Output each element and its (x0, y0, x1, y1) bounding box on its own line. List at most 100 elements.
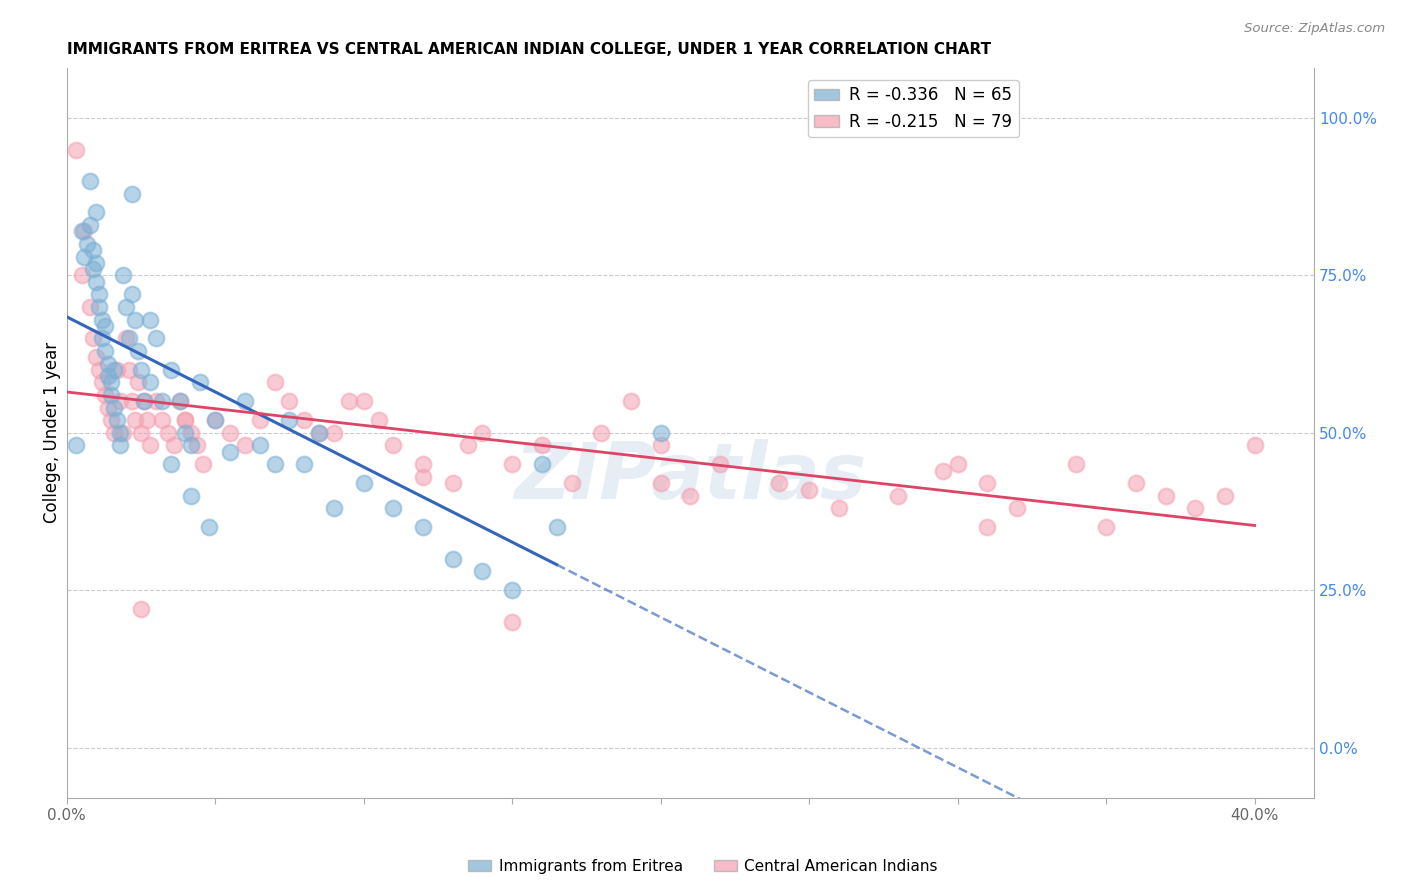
Point (193, 458, 215, 472)
Point (169, 394, 191, 409)
Point (76, 236, 98, 251)
Point (412, 470, 434, 484)
Point (91, 331, 114, 345)
Point (145, 394, 167, 409)
Point (768, 476, 790, 491)
Point (132, 394, 155, 409)
Point (118, 331, 141, 345)
Point (103, 401, 125, 415)
Text: IMMIGRANTS FROM ERITREA VS CENTRAL AMERICAN INDIAN COLLEGE, UNDER 1 YEAR CORRELA: IMMIGRANTS FROM ERITREA VS CENTRAL AMERI… (66, 42, 991, 57)
Point (124, 413, 146, 427)
Point (159, 363, 181, 377)
Point (118, 363, 141, 377)
Point (308, 425, 330, 440)
Point (145, 331, 167, 345)
Point (249, 413, 271, 427)
Point (204, 413, 226, 427)
Point (457, 438, 479, 452)
Point (108, 438, 131, 452)
Point (169, 394, 191, 409)
Point (180, 425, 202, 440)
Point (1154, 489, 1177, 503)
Point (79, 300, 101, 314)
Point (198, 520, 221, 534)
Point (1213, 489, 1236, 503)
Point (382, 501, 405, 516)
Point (129, 425, 152, 440)
Point (180, 489, 202, 503)
Point (150, 394, 173, 409)
Point (323, 425, 346, 440)
Point (946, 458, 969, 472)
Point (308, 425, 330, 440)
Point (70, 268, 93, 283)
Point (100, 376, 122, 390)
Point (278, 413, 301, 427)
Point (976, 520, 998, 534)
Point (82, 262, 104, 277)
Point (501, 615, 523, 629)
Point (353, 476, 375, 491)
Point (73, 224, 96, 238)
Point (1125, 476, 1147, 491)
Point (139, 438, 162, 452)
Point (121, 394, 143, 409)
Point (412, 458, 434, 472)
Point (103, 363, 125, 377)
Point (501, 583, 523, 598)
Point (263, 458, 285, 472)
Point (89, 363, 111, 377)
Point (709, 458, 731, 472)
Point (129, 363, 152, 377)
Point (65, 143, 87, 157)
Point (828, 501, 851, 516)
Point (156, 425, 179, 440)
Point (139, 312, 162, 326)
Point (412, 520, 434, 534)
Point (121, 287, 143, 301)
Point (323, 501, 346, 516)
Point (82, 244, 104, 258)
Point (86, 351, 108, 365)
Point (591, 425, 613, 440)
Point (97, 369, 120, 384)
Point (188, 376, 211, 390)
Point (471, 425, 494, 440)
Legend: Immigrants from Eritrea, Central American Indians: Immigrants from Eritrea, Central America… (463, 853, 943, 880)
Point (108, 394, 131, 409)
Point (100, 388, 122, 402)
Point (249, 438, 271, 452)
Point (887, 489, 910, 503)
Point (97, 357, 120, 371)
Point (219, 425, 242, 440)
Point (115, 331, 138, 345)
Point (159, 458, 181, 472)
Point (174, 413, 197, 427)
Point (108, 425, 131, 440)
Y-axis label: College, Under 1 year: College, Under 1 year (44, 343, 60, 524)
Point (382, 438, 405, 452)
Point (103, 425, 125, 440)
Point (127, 376, 149, 390)
Point (82, 331, 104, 345)
Point (94, 343, 117, 358)
Point (530, 458, 553, 472)
Point (233, 438, 256, 452)
Point (91, 312, 114, 326)
Legend: R = -0.336   N = 65, R = -0.215   N = 79: R = -0.336 N = 65, R = -0.215 N = 79 (807, 79, 1019, 137)
Point (127, 343, 149, 358)
Point (162, 438, 184, 452)
Point (105, 363, 128, 377)
Point (367, 413, 389, 427)
Point (94, 318, 117, 333)
Text: Source: ZipAtlas.com: Source: ZipAtlas.com (1244, 22, 1385, 36)
Point (233, 394, 256, 409)
Point (219, 444, 242, 458)
Point (79, 174, 101, 188)
Point (180, 438, 202, 452)
Point (620, 394, 643, 409)
Point (1066, 458, 1088, 472)
Point (441, 551, 464, 566)
Point (650, 425, 672, 440)
Point (135, 413, 157, 427)
